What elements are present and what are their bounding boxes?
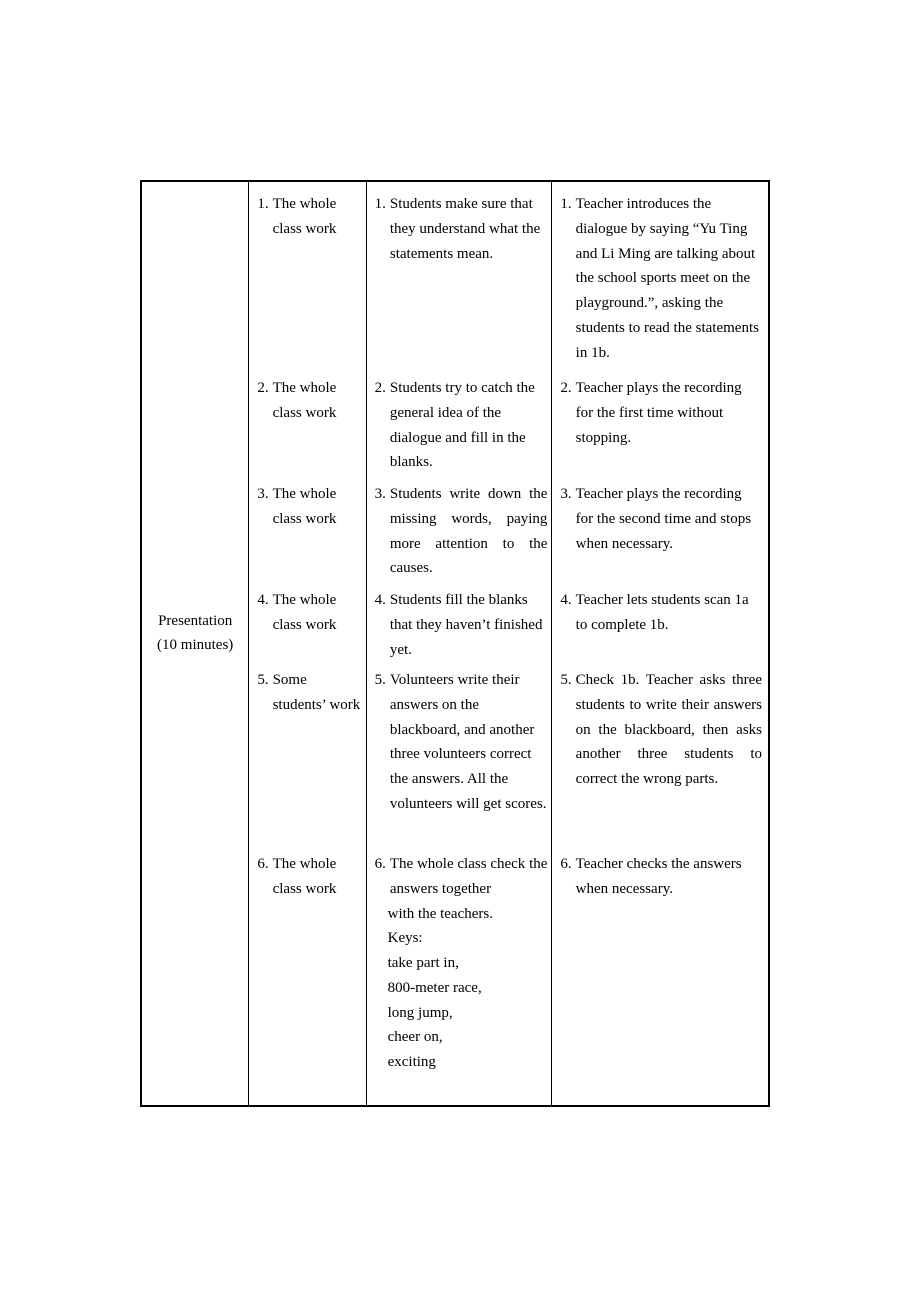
student-activity-text: Volunteers write their answers on the bl… [390,668,548,852]
table-row: 3. Students write down the missing words… [375,482,548,588]
teacher-activity-text: Teacher lets students scan 1a to complet… [576,588,762,668]
interaction-text: The whole class work [273,376,362,482]
keys-item: 800-meter race, [375,976,548,1001]
row-number: 5. [375,668,390,852]
interaction-text: The whole class work [273,588,362,668]
stage-column: Presentation (10 minutes) [142,182,249,1105]
row-number: 4. [560,588,575,668]
row-number: 2. [375,376,390,482]
stage-title: Presentation [158,609,232,634]
row-number: 5. [257,668,272,852]
row-number: 2. [257,376,272,482]
table-row: 6. Teacher checks the answers when neces… [560,852,762,902]
row-number: 6. [560,852,575,902]
row-number: 6. [257,852,272,902]
keys-item: take part in, [375,951,548,976]
student-activity-text: Students try to catch the general idea o… [390,376,548,482]
row-number: 2. [560,376,575,482]
table-row: 1. Students make sure that they understa… [375,192,548,376]
interaction-column: 1. The whole class work 2. The whole cla… [249,182,366,1105]
table-row: 3. The whole class work [257,482,361,588]
lesson-plan-table: Presentation (10 minutes) 1. The whole c… [140,180,770,1107]
table-row: 4. Students fill the blanks that they ha… [375,588,548,668]
table-row: 1. Teacher introduces the dialogue by sa… [560,192,762,376]
teacher-activity-text: Teacher introduces the dialogue by sayin… [576,192,762,376]
interaction-text: The whole class work [273,192,362,376]
teacher-activity-column: 1. Teacher introduces the dialogue by sa… [552,182,768,1105]
student-activity-text: Students make sure that they understand … [390,192,548,376]
row-number: 4. [257,588,272,668]
student-activity-text: Students fill the blanks that they haven… [390,588,548,668]
row-number: 3. [257,482,272,588]
keys-item: exciting [375,1050,548,1075]
row-number: 1. [375,192,390,376]
interaction-text: The whole class work [273,852,362,902]
table-row: 2. Students try to catch the general ide… [375,376,548,482]
table-row: 4. Teacher lets students scan 1a to comp… [560,588,762,668]
table-row: 5. Some students’ work [257,668,361,852]
interaction-text: The whole class work [273,482,362,588]
row-number: 5. [560,668,575,852]
keys-item: long jump, [375,1001,548,1026]
student-activity-text: Students write down the missing words, p… [390,482,548,588]
table-row: 2. Teacher plays the recording for the f… [560,376,762,482]
student-activity-text: The whole class check the answers togeth… [390,852,548,902]
row-number: 4. [375,588,390,668]
table-row: 2. The whole class work [257,376,361,482]
student-activity-continuation: with the teachers. [375,902,548,927]
student-activity-column: 1. Students make sure that they understa… [367,182,553,1105]
row-number: 1. [560,192,575,376]
keys-item: cheer on, [375,1025,548,1050]
teacher-activity-text: Teacher checks the answers when necessar… [576,852,762,902]
table-row: 5. Check 1b. Teacher asks three students… [560,668,762,852]
keys-label: Keys: [375,926,548,951]
row-number: 1. [257,192,272,376]
teacher-activity-text: Teacher plays the recording for the firs… [576,376,762,482]
table-row: 5. Volunteers write their answers on the… [375,668,548,852]
table-row: 6. The whole class check the answers tog… [375,852,548,1075]
table-row: 3. Teacher plays the recording for the s… [560,482,762,588]
teacher-activity-text: Check 1b. Teacher asks three students to… [576,668,762,852]
interaction-text: Some students’ work [273,668,362,852]
table-row: 4. The whole class work [257,588,361,668]
row-number: 3. [375,482,390,588]
row-number: 6. [375,852,390,902]
table-row: 6. The whole class work [257,852,361,902]
stage-duration: (10 minutes) [157,633,233,658]
teacher-activity-text: Teacher plays the recording for the seco… [576,482,762,588]
table-row: 1. The whole class work [257,192,361,376]
row-number: 3. [560,482,575,588]
